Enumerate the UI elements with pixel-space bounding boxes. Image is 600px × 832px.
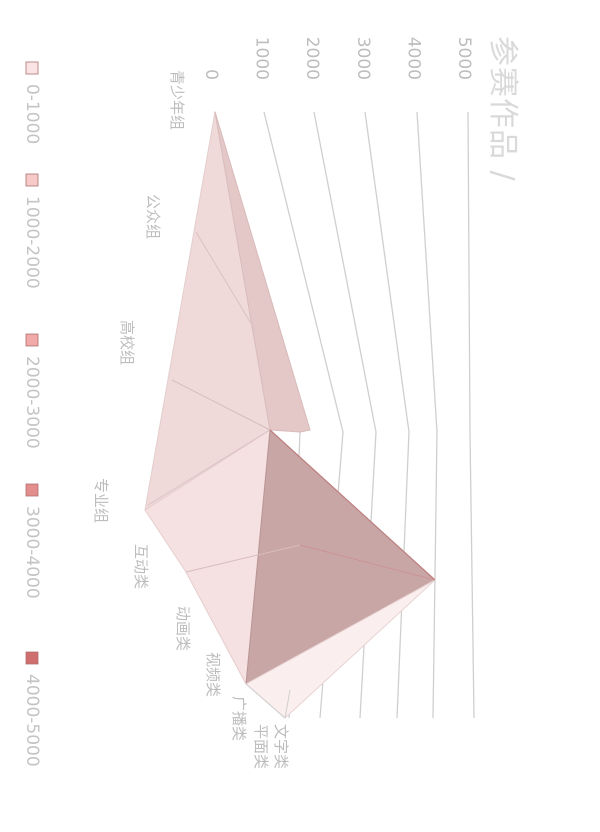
surface-ridge-line xyxy=(269,429,436,581)
type-tick-label: 互动类 xyxy=(132,544,150,589)
gridline-3000 xyxy=(364,111,410,719)
group-tick-label: 专业组 xyxy=(92,478,110,523)
legend-swatch xyxy=(25,651,39,665)
chart-title: 参赛作品 / xyxy=(485,36,520,182)
legend-swatch xyxy=(25,483,39,497)
surface-mesh xyxy=(144,111,436,719)
group-tick-label: 高校组 xyxy=(118,320,136,365)
legend-label: 0-1000 xyxy=(22,84,42,144)
z-tick-label: 4000 xyxy=(403,37,423,80)
legend-label: 4000-5000 xyxy=(22,674,42,767)
z-tick-label: 5000 xyxy=(454,37,474,80)
gridline-4000 xyxy=(416,111,438,719)
legend: 0-1000 1000-2000 2000-3000 3000-4000 4000-50… xyxy=(22,61,42,767)
type-tick-label: 平面类 xyxy=(252,724,270,769)
z-tick-label: 0 xyxy=(201,69,221,80)
legend-swatch xyxy=(25,61,39,75)
type-tick-label: 动画类 xyxy=(174,606,192,651)
legend-swatch xyxy=(25,173,39,187)
legend-label: 3000-4000 xyxy=(22,506,42,599)
type-tick-label: 视频类 xyxy=(204,652,222,697)
type-tick-label: 广播类 xyxy=(230,696,248,741)
floor-edge xyxy=(245,683,291,719)
type-tick-label: 文字类 xyxy=(272,724,290,769)
z-tick-label: 3000 xyxy=(353,37,373,80)
group-tick-label: 青少年组 xyxy=(168,70,186,130)
surface-mesh-line xyxy=(195,231,256,331)
z-tick-label: 2000 xyxy=(302,37,322,80)
legend-label: 1000-2000 xyxy=(22,196,42,289)
z-tick-label: 1000 xyxy=(252,37,272,80)
gridline-5000 xyxy=(467,111,475,719)
surface-ridge-line xyxy=(299,544,436,581)
surface-mesh-line xyxy=(171,379,271,431)
z-tick-labels: 0 1000 2000 3000 4000 5000 xyxy=(201,37,474,80)
surface-mesh-line xyxy=(147,429,271,506)
legend-label: 2000-3000 xyxy=(22,356,42,449)
legend-swatch xyxy=(25,333,39,347)
group-tick-label: 公众组 xyxy=(144,194,162,239)
